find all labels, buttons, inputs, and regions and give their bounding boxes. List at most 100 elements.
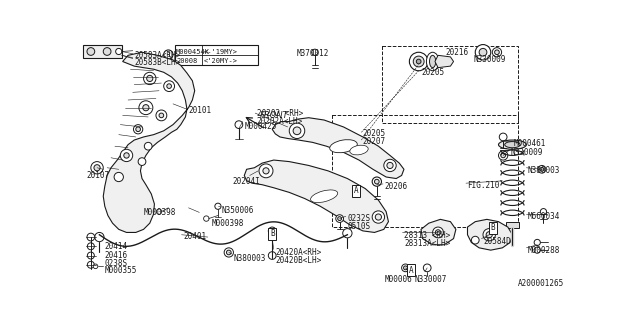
Text: A: A — [353, 186, 358, 195]
Circle shape — [204, 216, 209, 221]
Circle shape — [534, 239, 540, 245]
Circle shape — [143, 105, 149, 111]
Circle shape — [483, 228, 495, 241]
Circle shape — [167, 84, 172, 88]
Text: M660034: M660034 — [528, 212, 561, 221]
Text: 20420B<LH>: 20420B<LH> — [275, 256, 321, 265]
Text: N330009: N330009 — [474, 55, 506, 64]
Ellipse shape — [499, 140, 527, 149]
Text: 20008: 20008 — [176, 59, 197, 64]
Circle shape — [413, 56, 424, 67]
Text: M000355: M000355 — [105, 266, 137, 275]
Circle shape — [472, 236, 479, 244]
Circle shape — [384, 159, 396, 172]
Text: 20584D: 20584D — [483, 237, 511, 246]
Bar — [83, 44, 122, 59]
Circle shape — [114, 172, 124, 182]
Text: FIG.210: FIG.210 — [467, 181, 500, 190]
Text: M000398: M000398 — [143, 208, 176, 217]
Circle shape — [263, 168, 269, 174]
Text: N350006: N350006 — [222, 206, 254, 215]
Text: <-'19MY>: <-'19MY> — [204, 49, 238, 55]
Text: M000461: M000461 — [514, 139, 547, 148]
Circle shape — [479, 48, 487, 56]
Text: N330009: N330009 — [511, 148, 543, 157]
Circle shape — [134, 124, 143, 134]
Circle shape — [124, 153, 129, 158]
Circle shape — [501, 153, 506, 158]
Text: 20101: 20101 — [189, 106, 212, 115]
Text: M000288: M000288 — [528, 246, 561, 255]
Ellipse shape — [505, 141, 520, 148]
Text: 20202 <RH>: 20202 <RH> — [257, 109, 303, 118]
Text: M000398: M000398 — [212, 219, 244, 228]
Circle shape — [499, 133, 507, 141]
Circle shape — [387, 162, 393, 169]
Circle shape — [312, 49, 318, 55]
Circle shape — [495, 50, 499, 55]
Text: 20205: 20205 — [421, 68, 444, 77]
Circle shape — [372, 211, 385, 223]
Text: 20216: 20216 — [446, 48, 469, 57]
Text: B: B — [491, 223, 495, 232]
Circle shape — [88, 243, 94, 250]
Circle shape — [164, 50, 173, 59]
Text: 1: 1 — [166, 52, 170, 58]
Circle shape — [499, 151, 508, 160]
Circle shape — [417, 59, 421, 64]
Circle shape — [538, 165, 546, 173]
Text: FRONT: FRONT — [260, 111, 289, 120]
Circle shape — [88, 252, 94, 259]
Bar — [332, 116, 518, 227]
Polygon shape — [103, 52, 195, 232]
Circle shape — [156, 209, 162, 214]
Text: 20583A<RH>: 20583A<RH> — [134, 51, 180, 60]
Circle shape — [91, 162, 103, 174]
Text: 20205: 20205 — [363, 129, 386, 138]
Text: 20416: 20416 — [105, 251, 128, 260]
Circle shape — [374, 179, 379, 184]
Polygon shape — [421, 219, 456, 245]
Circle shape — [534, 247, 540, 253]
Circle shape — [268, 227, 276, 235]
Circle shape — [138, 158, 146, 165]
Circle shape — [343, 228, 352, 238]
Text: 20207: 20207 — [363, 137, 386, 146]
Text: 0232S: 0232S — [348, 214, 371, 223]
Circle shape — [87, 48, 95, 55]
Circle shape — [540, 209, 547, 215]
Polygon shape — [435, 55, 454, 68]
Circle shape — [93, 264, 98, 268]
Circle shape — [410, 52, 428, 71]
Circle shape — [94, 165, 100, 171]
Text: 0238S: 0238S — [105, 259, 128, 268]
Text: 0510S: 0510S — [348, 222, 371, 231]
Ellipse shape — [429, 55, 436, 68]
Ellipse shape — [330, 140, 357, 153]
Text: 20107: 20107 — [86, 171, 109, 180]
Text: A200001265: A200001265 — [518, 279, 564, 288]
Text: M000454K: M000454K — [176, 49, 210, 55]
Circle shape — [486, 232, 492, 238]
Polygon shape — [244, 160, 388, 232]
Text: 20206: 20206 — [385, 182, 408, 191]
Circle shape — [372, 177, 381, 186]
Text: 20204I: 20204I — [233, 177, 260, 186]
Circle shape — [164, 81, 175, 92]
Circle shape — [235, 121, 243, 129]
Polygon shape — [467, 219, 513, 250]
Ellipse shape — [310, 190, 338, 203]
Text: 20401: 20401 — [183, 232, 206, 241]
Polygon shape — [272, 118, 404, 179]
Circle shape — [336, 215, 344, 222]
Text: 20202A<LH>: 20202A<LH> — [257, 117, 303, 126]
Circle shape — [136, 127, 140, 132]
Circle shape — [540, 167, 544, 171]
Circle shape — [224, 248, 234, 257]
Text: <'20MY->: <'20MY-> — [204, 59, 238, 64]
Circle shape — [492, 48, 502, 57]
Circle shape — [476, 44, 491, 60]
Circle shape — [139, 101, 153, 115]
Circle shape — [375, 214, 381, 220]
Circle shape — [289, 123, 305, 139]
